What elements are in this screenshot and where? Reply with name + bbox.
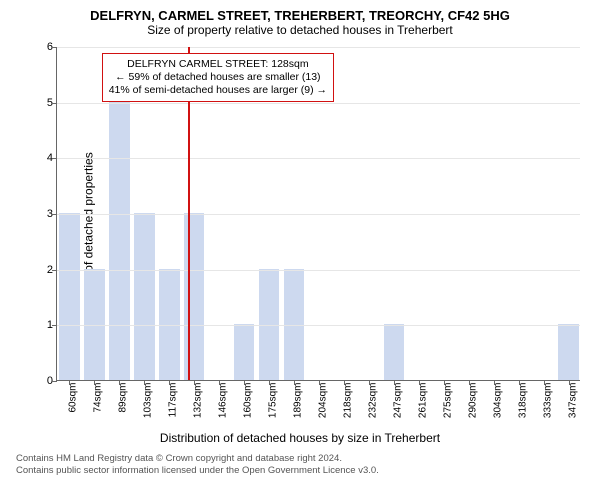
x-tick-label: 232sqm (367, 383, 378, 419)
y-tick-mark (52, 214, 57, 215)
callout-line: 41% of semi-detached houses are larger (… (109, 84, 327, 97)
bar (59, 213, 79, 380)
x-tick-label: 132sqm (193, 383, 204, 419)
x-tick-label: 89sqm (118, 383, 129, 413)
y-tick-mark (52, 270, 57, 271)
x-tick-label: 175sqm (268, 383, 279, 419)
bar (134, 213, 154, 380)
x-tick-label: 290sqm (467, 383, 478, 419)
x-tick-label: 74sqm (93, 383, 104, 413)
x-tick-label: 333sqm (542, 383, 553, 419)
gridline (57, 214, 580, 215)
callout-line: DELFRYN CARMEL STREET: 128sqm (109, 58, 327, 71)
x-tick-label: 247sqm (392, 383, 403, 419)
y-tick-mark (52, 158, 57, 159)
y-tick-label: 4 (37, 152, 53, 164)
gridline (57, 270, 580, 271)
bar (558, 324, 578, 380)
y-tick-mark (52, 103, 57, 104)
bar (234, 324, 254, 380)
gridline (57, 325, 580, 326)
x-tick-label: 103sqm (143, 383, 154, 419)
y-tick-label: 5 (37, 97, 53, 109)
footer-line-1: Contains HM Land Registry data © Crown c… (16, 453, 590, 465)
y-tick-mark (52, 381, 57, 382)
bar (109, 102, 129, 380)
y-tick-label: 6 (37, 41, 53, 53)
x-tick-label: 160sqm (243, 383, 254, 419)
chart-title: DELFRYN, CARMEL STREET, TREHERBERT, TREO… (10, 8, 590, 23)
y-tick-label: 3 (37, 208, 53, 220)
y-tick-mark (52, 47, 57, 48)
chart-subtitle: Size of property relative to detached ho… (10, 23, 590, 37)
y-tick-label: 2 (37, 264, 53, 276)
reference-callout: DELFRYN CARMEL STREET: 128sqm← 59% of de… (102, 53, 334, 102)
x-tick-label: 261sqm (417, 383, 428, 419)
footer: Contains HM Land Registry data © Crown c… (10, 453, 590, 477)
bar (259, 269, 279, 380)
x-tick-label: 146sqm (218, 383, 229, 419)
bar (159, 269, 179, 380)
figure: DELFRYN, CARMEL STREET, TREHERBERT, TREO… (0, 0, 600, 500)
plot-region: 012345660sqm74sqm89sqm103sqm117sqm132sqm… (56, 47, 580, 381)
gridline (57, 47, 580, 48)
callout-line: ← 59% of detached houses are smaller (13… (109, 71, 327, 84)
x-tick-label: 347sqm (567, 383, 578, 419)
gridline (57, 103, 580, 104)
x-tick-label: 275sqm (442, 383, 453, 419)
bar (284, 269, 304, 380)
y-tick-label: 1 (37, 319, 53, 331)
x-tick-label: 117sqm (168, 383, 179, 418)
x-tick-label: 304sqm (492, 383, 503, 419)
x-tick-label: 218sqm (342, 383, 353, 419)
y-tick-mark (52, 325, 57, 326)
gridline (57, 158, 580, 159)
x-tick-label: 204sqm (318, 383, 329, 419)
bar (384, 324, 404, 380)
footer-line-2: Contains public sector information licen… (16, 465, 590, 477)
bar (84, 269, 104, 380)
x-tick-label: 318sqm (517, 383, 528, 419)
x-tick-label: 60sqm (68, 383, 79, 413)
x-tick-label: 189sqm (293, 383, 304, 419)
y-tick-label: 0 (37, 375, 53, 387)
chart-area: Number of detached properties 012345660s… (10, 41, 590, 429)
x-axis-label: Distribution of detached houses by size … (10, 431, 590, 445)
